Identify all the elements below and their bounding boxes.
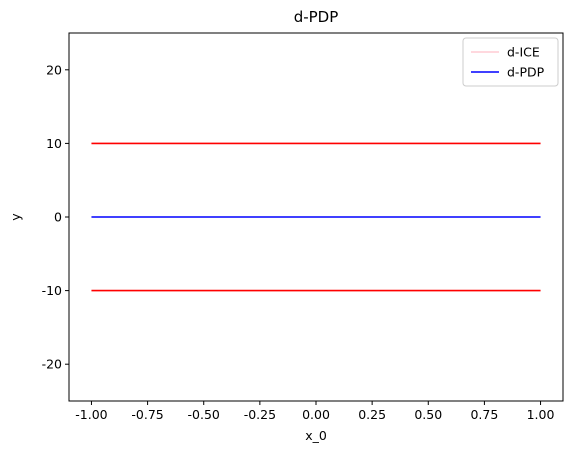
chart-title: d-PDP bbox=[294, 8, 339, 26]
x-tick-label: -0.50 bbox=[188, 407, 220, 422]
x-tick-label: -0.25 bbox=[244, 407, 276, 422]
legend-label: d-ICE bbox=[507, 45, 540, 60]
plot-area bbox=[91, 142, 541, 292]
x-tick-label: 0.25 bbox=[358, 407, 386, 422]
y-tick-label: -10 bbox=[42, 283, 62, 298]
y-axis: -20 -10 0 10 20 bbox=[42, 62, 69, 372]
legend-box bbox=[462, 37, 559, 87]
y-tick-label: -20 bbox=[42, 357, 62, 372]
x-tick-label: 0.75 bbox=[470, 407, 498, 422]
legend: d-ICE d-PDP bbox=[462, 37, 559, 87]
y-axis-label: y bbox=[8, 213, 23, 221]
y-tick-label: 0 bbox=[54, 210, 62, 225]
x-axis-label: x_0 bbox=[305, 428, 327, 443]
y-tick-label: 20 bbox=[46, 62, 62, 77]
x-tick-label: -1.00 bbox=[75, 407, 107, 422]
x-tick-label: 1.00 bbox=[527, 407, 555, 422]
x-tick-label: 0.50 bbox=[414, 407, 442, 422]
legend-label: d-PDP bbox=[507, 65, 545, 80]
x-axis: -1.00 -0.75 -0.50 -0.25 0.00 0.25 0.50 0.75 1.00 bbox=[75, 401, 555, 422]
x-tick-label: 0.00 bbox=[302, 407, 330, 422]
y-tick-label: 10 bbox=[46, 136, 62, 151]
x-tick-label: -0.75 bbox=[131, 407, 163, 422]
